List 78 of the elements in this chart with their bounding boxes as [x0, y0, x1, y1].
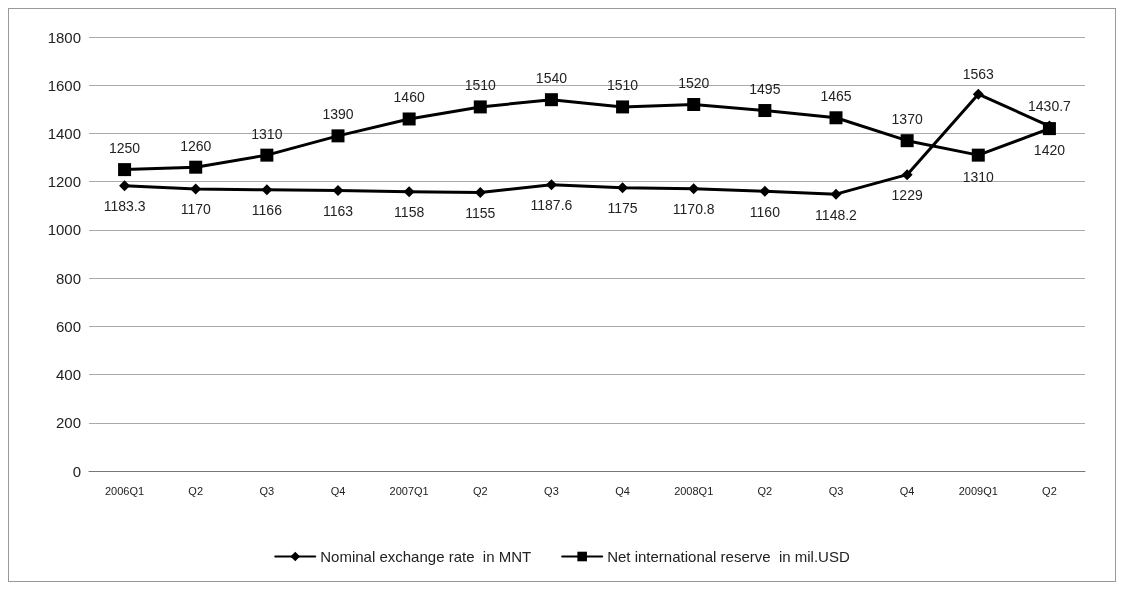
point — [1042, 122, 1056, 136]
data-label: 1460 — [393, 89, 425, 106]
y-tick-label: 600 — [55, 317, 81, 335]
x-tick-label: Q2 — [757, 484, 773, 497]
data-label: 1540 — [535, 70, 568, 87]
x-tick-label: 2009Q1 — [958, 484, 998, 497]
legend-label: Nominal exchange rate in MNT — [320, 548, 532, 565]
x-tick-label: Q4 — [330, 484, 346, 497]
x-tick-label: 2008Q1 — [674, 484, 714, 497]
x-tick-label: Q2 — [1042, 484, 1057, 497]
y-tick-label: 1600 — [47, 76, 81, 94]
data-label: 1495 — [749, 81, 781, 98]
data-label: 1520 — [678, 75, 710, 92]
point — [972, 88, 984, 100]
y-tick-label: 1200 — [47, 173, 81, 191]
data-label: 1183.3 — [103, 198, 146, 215]
data-label: 1465 — [820, 88, 852, 105]
data-label: 1260 — [180, 137, 212, 154]
point — [688, 183, 700, 195]
data-label: 1170.8 — [672, 201, 715, 218]
data-label: 1310 — [962, 168, 995, 185]
x-tick-label: Q4 — [615, 484, 630, 497]
point — [616, 100, 630, 114]
y-tick-label: 1400 — [47, 124, 81, 142]
point — [829, 111, 843, 125]
y-tick-label: 200 — [55, 414, 81, 432]
point — [687, 98, 701, 112]
point — [617, 182, 629, 194]
point — [261, 184, 273, 196]
point — [189, 160, 203, 174]
point — [332, 185, 344, 197]
y-tick-label: 1000 — [47, 221, 81, 239]
point — [473, 100, 487, 114]
y-tick-label: 400 — [55, 366, 81, 384]
data-label: 1163 — [322, 203, 354, 220]
x-tick-label: 2006Q1 — [104, 484, 145, 497]
x-tick-label: Q3 — [828, 484, 844, 497]
legend-label: Net international reserve in mil.USD — [607, 548, 850, 565]
point — [331, 129, 345, 143]
data-label: 1563 — [962, 65, 995, 82]
point — [830, 188, 842, 200]
point — [971, 148, 985, 162]
data-label: 1420 — [1033, 142, 1066, 159]
point — [403, 186, 415, 198]
point — [260, 148, 274, 162]
point — [545, 179, 557, 191]
point — [900, 134, 914, 148]
y-tick-label: 0 — [72, 462, 81, 480]
data-label: 1175 — [607, 200, 638, 217]
data-label: 1187.6 — [530, 197, 573, 214]
data-label: 1510 — [464, 77, 497, 94]
point — [402, 112, 416, 126]
x-tick-label: Q3 — [259, 484, 275, 497]
point — [118, 163, 132, 177]
data-label: 1390 — [322, 106, 354, 123]
point — [901, 169, 913, 181]
data-label: 1148.2 — [815, 206, 858, 223]
x-tick-label: Q4 — [899, 484, 915, 497]
data-label: 1229 — [891, 187, 923, 204]
data-label: 1160 — [749, 203, 781, 220]
x-tick-label: 2007Q1 — [389, 484, 429, 497]
data-label: 1510 — [606, 77, 639, 94]
point — [544, 93, 558, 107]
y-tick-label: 1800 — [47, 28, 81, 46]
x-tick-label: Q2 — [188, 484, 204, 497]
point — [758, 104, 772, 118]
data-label: 1155 — [465, 205, 496, 222]
data-label: 1166 — [251, 202, 283, 219]
data-label: 1170 — [180, 201, 211, 218]
y-tick-label: 800 — [55, 269, 81, 287]
x-tick-label: Q2 — [472, 484, 488, 497]
data-label: 1370 — [891, 111, 923, 128]
point — [119, 180, 131, 192]
data-label: 1430.7 — [1028, 97, 1072, 114]
x-tick-label: Q3 — [544, 484, 559, 497]
data-label: 1158 — [394, 204, 425, 221]
data-label: 1310 — [251, 125, 283, 142]
data-label: 1250 — [108, 140, 141, 157]
